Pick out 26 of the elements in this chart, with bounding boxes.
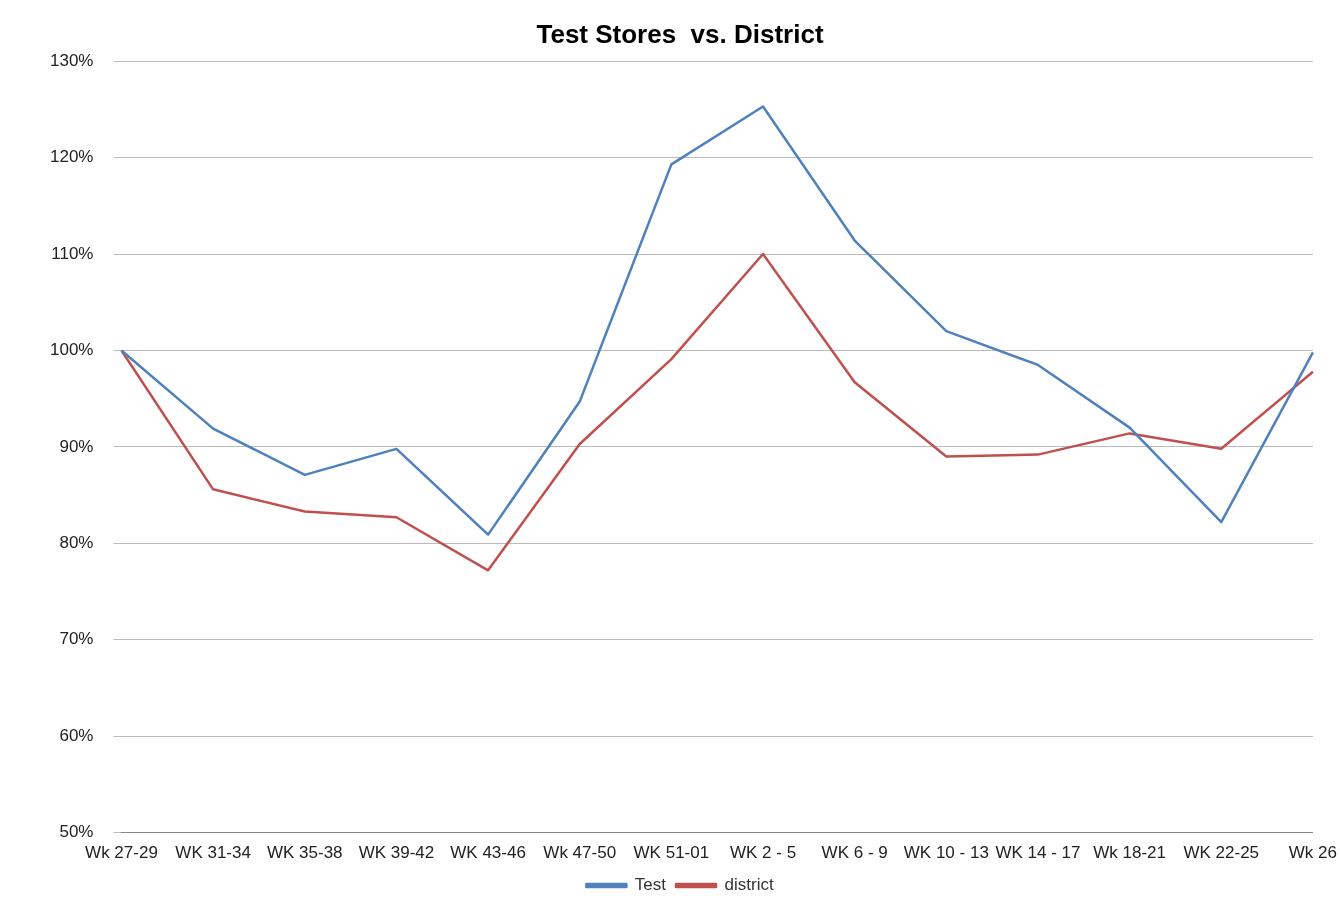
x-tick-label: WK 39-42 bbox=[358, 843, 435, 863]
x-tick-label: WK 35-38 bbox=[266, 843, 343, 863]
x-tick-label: Wk 26 bbox=[1288, 843, 1337, 863]
chart-title: Test Stores vs. District bbox=[536, 18, 824, 49]
x-tick-label: Wk 18-21 bbox=[1093, 843, 1166, 863]
legend-label: Test bbox=[634, 875, 667, 895]
y-tick-label: 90% bbox=[59, 436, 94, 456]
legend-label: district bbox=[724, 875, 774, 895]
y-tick-label: 50% bbox=[59, 822, 94, 842]
x-tick-label: WK 10 - 13 bbox=[903, 843, 989, 863]
x-tick-label: WK 51-01 bbox=[633, 843, 710, 863]
y-tick-label: 120% bbox=[50, 147, 94, 167]
x-tick-label: WK 2 - 5 bbox=[729, 843, 797, 863]
x-tick-label: WK 6 - 9 bbox=[821, 843, 888, 863]
y-tick-label: 110% bbox=[51, 243, 94, 263]
x-tick-label: WK 43-46 bbox=[450, 843, 526, 863]
x-tick-label: WK 22-25 bbox=[1183, 843, 1260, 863]
y-tick-label: 60% bbox=[59, 725, 94, 745]
y-tick-label: 80% bbox=[59, 533, 94, 553]
x-tick-label: WK 14 - 17 bbox=[995, 843, 1081, 863]
y-tick-label: 130% bbox=[50, 50, 94, 70]
y-tick-label: 70% bbox=[59, 629, 94, 649]
x-tick-label: WK 31-34 bbox=[175, 843, 251, 863]
x-tick-label: Wk 27-29 bbox=[85, 843, 158, 863]
y-tick-label: 100% bbox=[50, 340, 94, 360]
x-tick-label: Wk 47-50 bbox=[543, 843, 617, 863]
